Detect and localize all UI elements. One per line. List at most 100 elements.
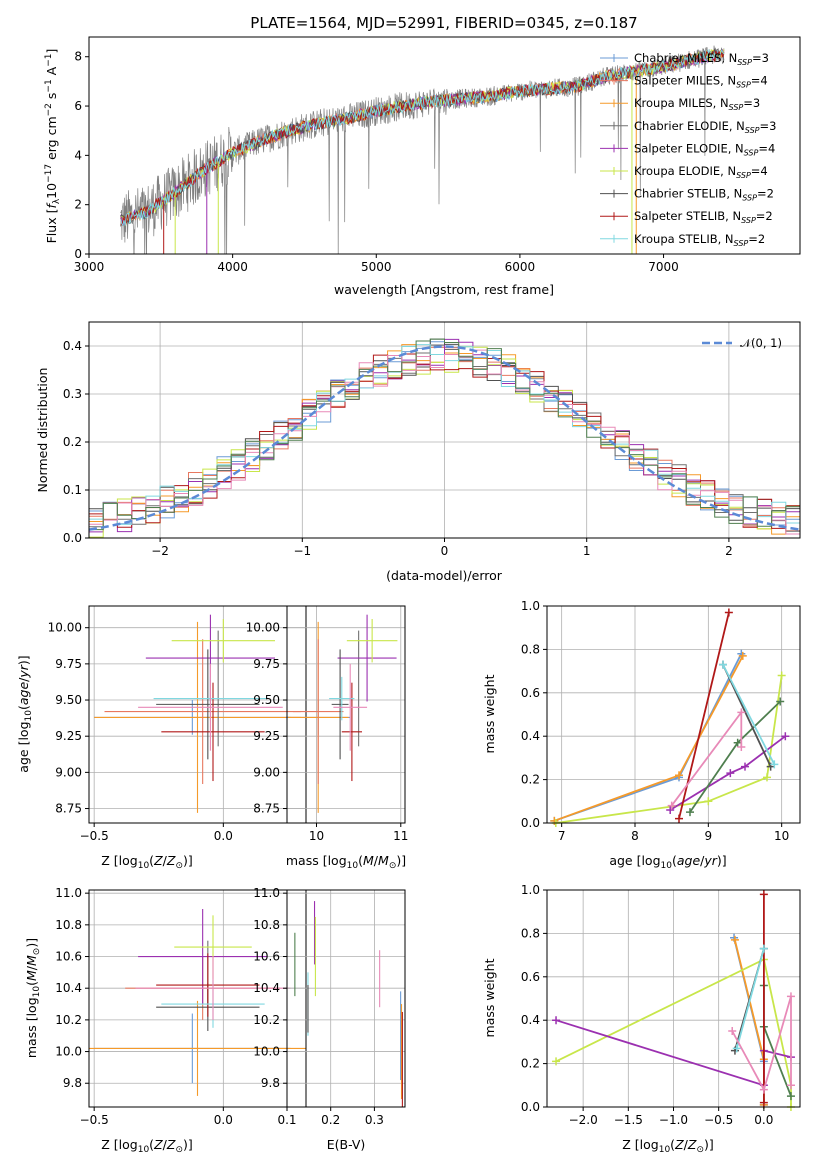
grid bbox=[547, 889, 800, 1108]
spectrum-axes: 3000 4000 5000 6000 7000 0 2 4 6 8 bbox=[74, 50, 679, 274]
weight-marker bbox=[552, 1057, 561, 1066]
y-tick-label: 10.2 bbox=[55, 1013, 82, 1027]
residuals-panel: −2 −1 0 1 2 0.0 0.1 0.2 0.3 0.4 (data-model)/erro… bbox=[35, 321, 801, 583]
y-tick-label: 9.75 bbox=[55, 657, 82, 671]
axes: 10 11 8.75 9.00 9.25 9.50 9.75 10.00 bbox=[246, 621, 409, 843]
errorbar-point bbox=[138, 663, 283, 751]
errorbars bbox=[286, 614, 398, 813]
residuals-histograms bbox=[89, 338, 800, 538]
y-tick-label: 0.2 bbox=[63, 435, 82, 449]
mass-vs-metallicity-ylabel: mass [log10(M/M⊙)] bbox=[24, 938, 42, 1058]
axes: 7 8 9 10 0.0 0.2 0.4 0.6 0.8 1.0 bbox=[521, 599, 789, 843]
y-tick-label: 9.75 bbox=[253, 657, 280, 671]
residuals-ylabel: Normed distribution bbox=[35, 368, 50, 493]
y-tick-label: 1.0 bbox=[521, 599, 540, 613]
y-tick-label: 10.6 bbox=[253, 950, 280, 964]
y-tick-label: 10.6 bbox=[55, 950, 82, 964]
legend-label: Salpeter ELODIE, NSSP=4 bbox=[634, 141, 775, 157]
x-tick-label: 0.0 bbox=[214, 829, 233, 843]
weight-marker bbox=[777, 671, 786, 680]
y-tick-label: 9.8 bbox=[261, 1076, 280, 1090]
errorbars bbox=[294, 901, 403, 1107]
x-tick-label: 10 bbox=[309, 829, 324, 843]
errorbar-point bbox=[89, 1000, 306, 1096]
y-tick-label: 10.2 bbox=[253, 1013, 280, 1027]
y-tick-label: 9.00 bbox=[253, 765, 280, 779]
errorbar-point bbox=[292, 639, 344, 784]
weight-vs-metallicity-plot: −2.0 −1.5 −1.0 −0.5 0.0 0.0 0.2 0.4 0.6 0.8 1.0 bbox=[521, 883, 801, 1127]
y-tick-label: 4 bbox=[74, 148, 82, 162]
mass-vs-metallicity-panel: −0.5 0.0 9.8 10.0 10.2 10.4 10.6 10.8 11.0 Z [lo… bbox=[24, 886, 307, 1155]
weight-marker bbox=[686, 808, 694, 817]
x-tick-label: −1.0 bbox=[659, 1113, 688, 1127]
legend-label: Chabrier MILES, NSSP=3 bbox=[634, 51, 769, 67]
age-vs-metallicity-plot: −0.5 0.0 8.75 9.00 9.25 9.50 9.75 10.00 bbox=[48, 605, 307, 843]
spectrum-title: PLATE=1564, MJD=52991, FIBERID=0345, z=0… bbox=[250, 14, 637, 32]
y-tick-label: 2 bbox=[74, 198, 82, 212]
spectrum-legend: Chabrier MILES, NSSP=3 Salpeter MILES, NS… bbox=[600, 51, 776, 248]
plot-frame bbox=[546, 605, 801, 824]
weight-marker bbox=[759, 1085, 768, 1094]
y-tick-label: 6 bbox=[74, 99, 82, 113]
plot-frame bbox=[286, 605, 406, 824]
x-tick-label: 7 bbox=[558, 829, 566, 843]
weight-vs-age-ylabel: mass weight bbox=[482, 674, 497, 753]
mass-vs-extinction-plot: 0.1 0.2 0.3 9.8 10.0 10.2 10.4 10.6 10.8 11.0 bbox=[253, 886, 406, 1127]
legend-label: Salpeter STELIB, NSSP=2 bbox=[634, 209, 773, 225]
weight-vs-age-xlabel: age [log10(age/yr)] bbox=[609, 853, 726, 871]
y-tick-label: 0.3 bbox=[63, 387, 82, 401]
spectrum-ylabel: Flux [fλ10−17 erg cm−2 s−1 A−1] bbox=[44, 49, 62, 244]
y-tick-label: 9.25 bbox=[55, 729, 82, 743]
age-vs-metallicity-ylabel: age [log10(age/yr)] bbox=[16, 655, 34, 772]
weight-line bbox=[678, 612, 730, 819]
errorbar-point bbox=[346, 619, 398, 663]
x-tick-label: 6000 bbox=[505, 260, 536, 274]
errorbar-point bbox=[94, 621, 301, 813]
x-tick-label: 4000 bbox=[217, 260, 248, 274]
errorbar-point bbox=[104, 639, 301, 784]
residual-histogram bbox=[89, 349, 800, 535]
y-tick-label: 0.6 bbox=[521, 970, 540, 984]
weight-marker bbox=[759, 890, 768, 899]
errorbar-point bbox=[337, 614, 397, 702]
y-tick-label: 0.6 bbox=[521, 686, 540, 700]
spectrum-lines bbox=[120, 45, 725, 254]
y-tick-label: 9.50 bbox=[55, 693, 82, 707]
weight-line bbox=[555, 675, 783, 824]
y-tick-label: 0.0 bbox=[521, 816, 540, 830]
plot-frame bbox=[88, 605, 307, 824]
y-tick-label: 8.75 bbox=[55, 802, 82, 816]
mass-vs-metallicity-plot: −0.5 0.0 9.8 10.0 10.2 10.4 10.6 10.8 11.0 bbox=[55, 886, 307, 1127]
weight-marker bbox=[776, 697, 785, 706]
weight-line bbox=[553, 655, 744, 822]
age-vs-mass-plot: 10 11 8.75 9.00 9.25 9.50 9.75 10.00 bbox=[246, 605, 409, 843]
y-tick-label: 11.0 bbox=[55, 886, 82, 900]
y-tick-label: 1.0 bbox=[521, 883, 540, 897]
weight-marker bbox=[786, 1081, 795, 1090]
legend-label: Chabrier STELIB, NSSP=2 bbox=[634, 187, 774, 203]
axes: 0.1 0.2 0.3 9.8 10.0 10.2 10.4 10.6 10.8 11.0 bbox=[253, 886, 384, 1127]
age-vs-metallicity-xlabel: Z [log10(Z/Z⊙)] bbox=[101, 853, 193, 871]
weight-marker bbox=[552, 1016, 561, 1025]
weight-marker bbox=[770, 760, 779, 769]
y-tick-label: 11.0 bbox=[253, 886, 280, 900]
weight-marker bbox=[724, 608, 733, 617]
weight-marker bbox=[667, 801, 676, 810]
y-tick-label: 10.8 bbox=[55, 918, 82, 932]
weight-marker bbox=[759, 944, 768, 953]
y-tick-label: 8.75 bbox=[253, 802, 280, 816]
y-tick-label: 10.0 bbox=[253, 1045, 280, 1059]
y-tick-label: 0.2 bbox=[521, 773, 540, 787]
legend-label: Chabrier ELODIE, NSSP=3 bbox=[634, 119, 776, 135]
x-tick-label: 5000 bbox=[361, 260, 392, 274]
x-tick-label: −2.0 bbox=[569, 1113, 598, 1127]
grid bbox=[547, 605, 800, 824]
errorbars bbox=[94, 614, 301, 813]
errorbars bbox=[89, 909, 306, 1096]
errorbar-point bbox=[156, 953, 260, 1017]
legend-label: Kroupa MILES, NSSP=3 bbox=[634, 96, 760, 112]
weight-marker bbox=[786, 992, 795, 1001]
weight-marker bbox=[704, 797, 713, 806]
spectrum-frame bbox=[88, 36, 801, 255]
